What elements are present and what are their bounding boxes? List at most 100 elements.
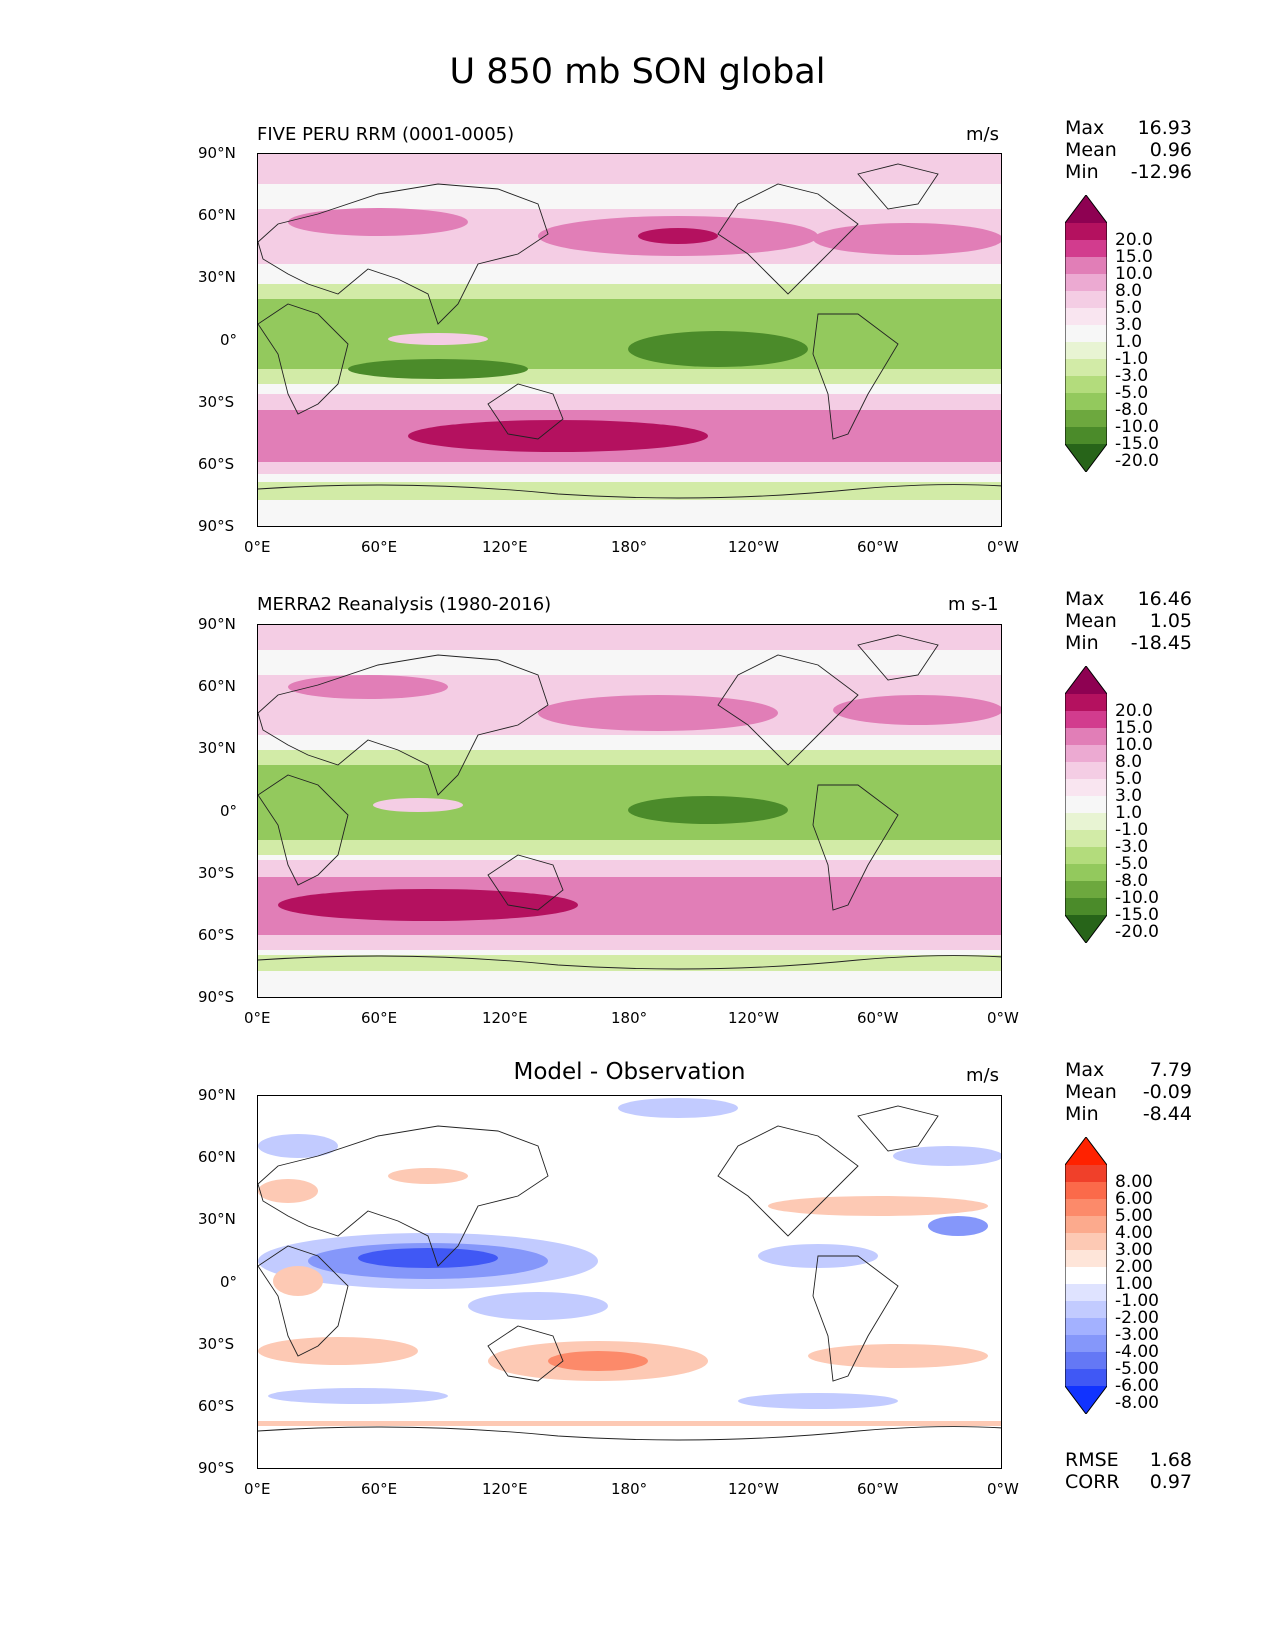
colorbar-segment bbox=[1065, 1233, 1107, 1251]
blob-natlantic-westerly bbox=[813, 223, 1001, 255]
panel-subtitle: Model - Observation bbox=[513, 1059, 746, 1085]
colorbar-tick-label: 3.0 bbox=[1115, 786, 1143, 806]
colorbar-tick-label: 4.00 bbox=[1115, 1223, 1153, 1243]
colorbar-tick-label: -3.0 bbox=[1115, 837, 1149, 857]
xtick: 180° bbox=[611, 1009, 648, 1027]
stat-min-value: -8.44 bbox=[1142, 1103, 1192, 1125]
blob-atl-negative bbox=[928, 1216, 988, 1236]
figure-title: U 850 mb SON global bbox=[449, 52, 826, 92]
panel-subtitle: MERRA2 Reanalysis (1980-2016) bbox=[257, 594, 552, 615]
coast-eurasia bbox=[258, 183, 549, 325]
colorbar-tick-label: -20.0 bbox=[1115, 451, 1159, 471]
coast-north-america bbox=[717, 654, 859, 766]
colorbar-segment bbox=[1065, 393, 1107, 411]
colorbar-tick-label: -8.00 bbox=[1115, 1393, 1159, 1413]
coast-australia bbox=[487, 383, 564, 440]
blob-europe-positive bbox=[258, 1179, 318, 1203]
coast-eurasia bbox=[258, 654, 549, 796]
coast-australia bbox=[487, 854, 564, 911]
colorbar-tick-label: -1.0 bbox=[1115, 820, 1149, 840]
band-antarctic-positive bbox=[258, 1421, 1001, 1426]
colorbar-segment bbox=[1065, 779, 1107, 797]
ytick: 30°S bbox=[198, 864, 235, 882]
colorbar-tick-label: -8.0 bbox=[1115, 400, 1149, 420]
coastlines bbox=[258, 634, 1001, 970]
colorbar-tick-label: 5.0 bbox=[1115, 298, 1143, 318]
colorbar-tick-label: -2.00 bbox=[1115, 1308, 1159, 1328]
colorbar-segment bbox=[1065, 410, 1107, 428]
blob-spac-negative bbox=[738, 1393, 898, 1409]
coast-greenland bbox=[857, 1105, 939, 1152]
colorbar-tick-label: 15.0 bbox=[1115, 718, 1153, 738]
colorbar-tick-label: -4.00 bbox=[1115, 1342, 1159, 1362]
colorbar-tick-label: -3.0 bbox=[1115, 366, 1149, 386]
coast-greenland bbox=[857, 634, 939, 681]
xtick: 120°E bbox=[482, 538, 528, 556]
xtick: 60°E bbox=[361, 538, 398, 556]
colorbar-tick-label: 6.00 bbox=[1115, 1189, 1153, 1209]
coastlines bbox=[258, 1105, 1001, 1441]
stat-mean-label: Mean bbox=[1065, 1081, 1117, 1103]
colorbar-tick-label: -5.0 bbox=[1115, 383, 1149, 403]
colorbar-segment bbox=[1065, 291, 1107, 309]
blob-eurasia-westerly bbox=[288, 675, 448, 699]
ytick: 90°N bbox=[198, 615, 236, 633]
colorbar-tick-label: 10.0 bbox=[1115, 735, 1153, 755]
band-antarctic-coast bbox=[258, 955, 1001, 971]
xtick: 0°W bbox=[987, 1480, 1019, 1498]
coastlines bbox=[258, 163, 1001, 499]
colorbar-segment bbox=[1065, 1301, 1107, 1319]
colorbar-tick-label: -3.00 bbox=[1115, 1325, 1159, 1345]
map-svg bbox=[258, 154, 1001, 526]
stat-min-value: -18.45 bbox=[1130, 632, 1192, 654]
coast-south-america bbox=[812, 784, 899, 911]
blob-satl-positive bbox=[808, 1344, 988, 1368]
coast-south-america bbox=[812, 313, 899, 440]
stat-max-label: Max bbox=[1065, 588, 1105, 610]
stat-min-value: -12.96 bbox=[1130, 161, 1192, 183]
panel-subtitle: FIVE PERU RRM (0001-0005) bbox=[257, 124, 515, 145]
xtick: 60°E bbox=[361, 1480, 398, 1498]
coast-south-america bbox=[812, 1255, 899, 1382]
xtick: 60°E bbox=[361, 1009, 398, 1027]
stat-max-value: 16.46 bbox=[1137, 588, 1192, 610]
colorbar-segment bbox=[1065, 1352, 1107, 1370]
colorbar-tick-label: -6.00 bbox=[1115, 1376, 1159, 1396]
blob-sh-jet-core bbox=[278, 889, 578, 921]
panel-units: m s-1 bbox=[948, 594, 999, 615]
stat-mean-value: 1.05 bbox=[1149, 610, 1192, 632]
stat-min-label: Min bbox=[1065, 1103, 1099, 1125]
coast-australia bbox=[487, 1325, 564, 1382]
blob-asia-positive bbox=[388, 1168, 468, 1184]
colorbar-tick-label: 8.00 bbox=[1115, 1172, 1153, 1192]
coast-eurasia bbox=[258, 1125, 549, 1267]
ytick: 0° bbox=[220, 1273, 238, 1291]
colorbar-segment bbox=[1065, 898, 1107, 916]
colorbar-tick-label: -1.0 bbox=[1115, 349, 1149, 369]
colorbar-segment bbox=[1065, 728, 1107, 746]
coast-africa bbox=[258, 774, 349, 886]
stat-corr-value: 0.97 bbox=[1149, 1471, 1192, 1493]
colorbar-segment bbox=[1065, 1267, 1107, 1285]
colorbar-segment bbox=[1065, 274, 1107, 292]
band-trade-core bbox=[258, 765, 1001, 840]
xtick: 60°W bbox=[857, 1009, 899, 1027]
blob-pacific-easterly bbox=[628, 796, 788, 824]
map-plot bbox=[257, 624, 1002, 998]
colorbar-extend-min bbox=[1065, 1386, 1107, 1414]
blob-indian-westerly bbox=[388, 333, 488, 345]
ytick: 90°N bbox=[198, 1086, 236, 1104]
colorbar-tick-label: 3.0 bbox=[1115, 315, 1143, 335]
blob-wpac-negative bbox=[468, 1292, 608, 1320]
colorbar-segment bbox=[1065, 1216, 1107, 1234]
colorbar-segment bbox=[1065, 830, 1107, 848]
colorbar-segment bbox=[1065, 257, 1107, 275]
colorbar-segment bbox=[1065, 308, 1107, 326]
ytick: 30°S bbox=[198, 393, 235, 411]
xtick: 60°W bbox=[857, 538, 899, 556]
coast-africa bbox=[258, 1245, 349, 1357]
stat-rmse-value: 1.68 bbox=[1149, 1449, 1192, 1471]
colorbar-segment bbox=[1065, 325, 1107, 343]
xtick: 120°W bbox=[728, 1009, 779, 1027]
stat-mean-label: Mean bbox=[1065, 610, 1117, 632]
